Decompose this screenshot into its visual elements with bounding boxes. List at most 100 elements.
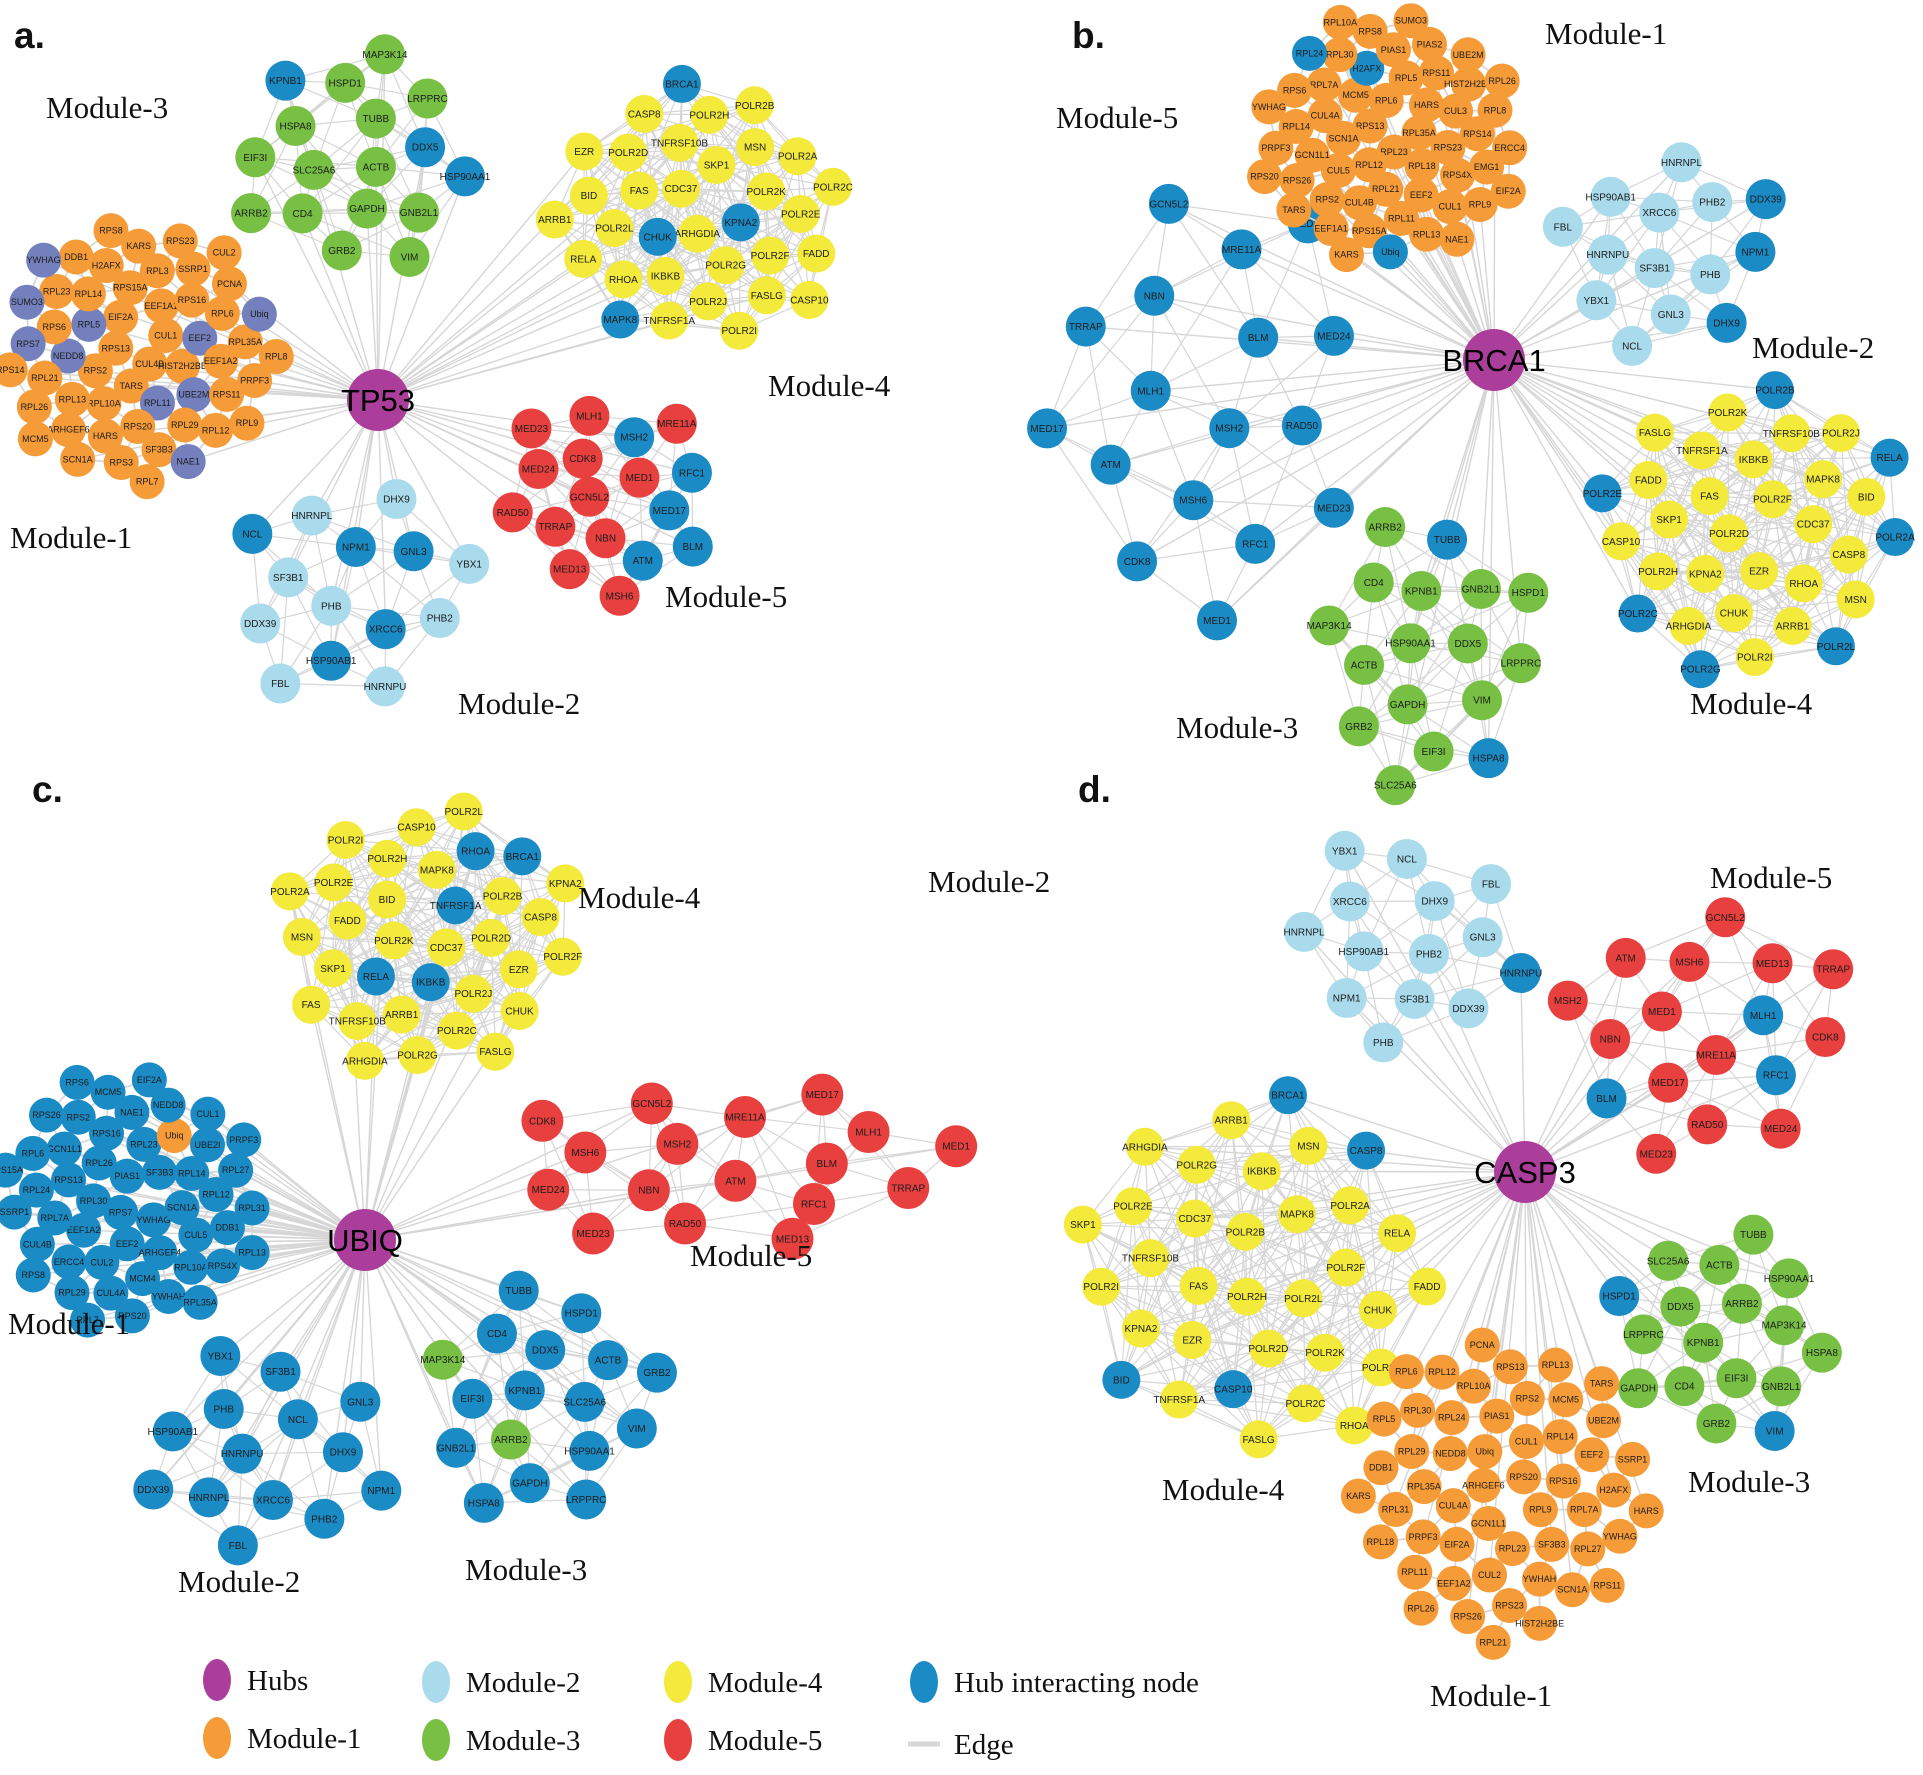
node-VIM — [389, 236, 430, 277]
node-RPL6 — [204, 295, 240, 331]
node-label-CDC37: CDC37 — [1178, 1214, 1211, 1225]
node-TNFRSF10B — [1772, 414, 1811, 453]
node-label-CDC37: CDC37 — [665, 184, 698, 195]
node-POLR2H — [690, 95, 729, 134]
legend-swatch-module-5 — [664, 1719, 692, 1761]
node-label-POLR2J: POLR2J — [1822, 429, 1860, 440]
node-SCN1A — [60, 441, 96, 477]
node-label-HSPA8: HSPA8 — [279, 121, 311, 132]
node-label-MLH1: MLH1 — [1750, 1011, 1777, 1022]
node-HARS — [87, 418, 123, 454]
node-MED1 — [1197, 600, 1238, 641]
node-label-RPL29: RPL29 — [1398, 1446, 1426, 1456]
node-label-CASP10: CASP10 — [397, 823, 436, 834]
node-label-RPS14: RPS14 — [1463, 129, 1492, 139]
node-label-POLR2A: POLR2A — [270, 887, 310, 898]
legend-swatch-module-3 — [422, 1719, 450, 1761]
node-label-FBL: FBL — [271, 679, 290, 690]
module-label-d-module-2: Module-2 — [928, 864, 1050, 899]
node-label-RPS11: RPS11 — [213, 389, 241, 399]
node-label-GNL3: GNL3 — [1658, 310, 1685, 321]
node-label-DDX39: DDX39 — [244, 619, 277, 630]
node-label-GCN5L2: GCN5L2 — [632, 1099, 671, 1110]
module-label-c-module-2: Module-2 — [178, 1564, 300, 1599]
node-H2AFX — [1349, 50, 1385, 86]
hub-edge — [1254, 359, 1495, 545]
edge — [1150, 249, 1243, 392]
node-label-MED13: MED13 — [1291, 219, 1325, 230]
node-Ubiq — [241, 296, 277, 332]
hub-edge — [377, 399, 387, 630]
node-label-CUL4B: CUL4B — [1345, 198, 1374, 208]
legend: Hubs Module-1 Module-2 Module-3 Module-4 Modu… — [203, 1659, 1199, 1761]
node-label-GNL3: GNL3 — [401, 547, 428, 558]
node-POLR2I — [326, 820, 365, 859]
node-label-POLR2H: POLR2H — [689, 110, 729, 121]
panel-c-module-3: KPNB1 SLC25A6 ARRB2 DDX5 HSP90AA1 EIF3I ACTB GA… — [420, 1270, 677, 1587]
hub-edge — [377, 318, 621, 401]
node-RELA — [564, 239, 603, 278]
node-label-TNFRSF10B: TNFRSF10B — [1122, 1254, 1180, 1265]
node-label-YWHAG: YWHAG — [1252, 102, 1286, 112]
edge — [1701, 450, 1760, 572]
node-label-RPL29: RPL29 — [171, 420, 199, 430]
hub-edge — [1493, 359, 1776, 391]
panel-letter-b: b. — [1072, 15, 1105, 56]
panel-a: ACTB SLC25A6 TUBB GAPDH HSPA8 DDX5 CD4 HSPD1 GNB… — [0, 15, 891, 721]
node-RPL6 — [1368, 82, 1404, 118]
node-label-CDK8: CDK8 — [1812, 1032, 1839, 1043]
hub-edge — [1493, 359, 1850, 556]
node-RPS7 — [103, 1194, 139, 1230]
edge — [1654, 432, 1792, 434]
node-label-SSRP1: SSRP1 — [1618, 1454, 1648, 1464]
node-FADD — [1629, 461, 1668, 500]
node-label-RPL35A: RPL35A — [228, 337, 262, 347]
node-MSH6 — [1173, 480, 1214, 521]
hub-edge — [254, 156, 379, 401]
node-label-ARRB1: ARRB1 — [385, 1010, 419, 1021]
node-SF3B1 — [268, 557, 309, 598]
node-label-YBX1: YBX1 — [208, 1351, 234, 1362]
node-RPL5 — [1388, 60, 1424, 96]
node-NPM1 — [1735, 231, 1776, 272]
node-POLR2H — [1639, 552, 1678, 591]
node-GCN5L2 — [1148, 183, 1189, 224]
node-label-RPS15A: RPS15A — [0, 1165, 23, 1175]
node-GNB2L1 — [398, 192, 439, 233]
node-label-RPL5: RPL5 — [1373, 1414, 1396, 1424]
node-ARHGEF6 — [50, 412, 86, 448]
module-label-a-module-5: Module-5 — [665, 579, 787, 614]
node-POLR2K — [374, 921, 413, 960]
node-RPS20 — [120, 408, 156, 444]
node-MED23 — [511, 408, 552, 449]
node-POLR2L — [444, 792, 483, 831]
edge — [1191, 1164, 1198, 1340]
node-label-RPL26: RPL26 — [1407, 1603, 1435, 1613]
hub-edge — [1150, 359, 1495, 392]
edge — [1637, 495, 1711, 614]
node-POLR2B — [735, 86, 774, 125]
node-label-CUL4B: CUL4B — [23, 1239, 52, 1249]
hub-edge — [377, 399, 470, 565]
node-POLR2K — [747, 172, 786, 211]
node-label-RPL35A: RPL35A — [1402, 128, 1436, 138]
node-label-MCM4: MCM4 — [129, 1274, 156, 1284]
edge — [1602, 412, 1728, 494]
edge — [1620, 540, 1701, 670]
node-RPS23 — [1430, 129, 1466, 165]
node-POLR2K — [1708, 393, 1747, 432]
node-RPL26 — [81, 1145, 117, 1181]
edge — [668, 222, 742, 321]
node-MSN — [736, 128, 775, 167]
node-RPL7 — [129, 464, 165, 500]
edge — [754, 105, 802, 215]
node-label-NEDD8: NEDD8 — [53, 351, 84, 361]
node-label-ARHGEF6: ARHGEF6 — [47, 425, 90, 435]
node-label-SF3B1: SF3B1 — [265, 1367, 296, 1378]
edge — [1407, 662, 1522, 705]
node-Ubiq — [1372, 234, 1408, 270]
node-NCL — [232, 513, 273, 554]
edge — [554, 113, 645, 220]
node-label-EIF3I: EIF3I — [1422, 747, 1446, 758]
node-label-GAPDH: GAPDH — [1390, 700, 1426, 711]
